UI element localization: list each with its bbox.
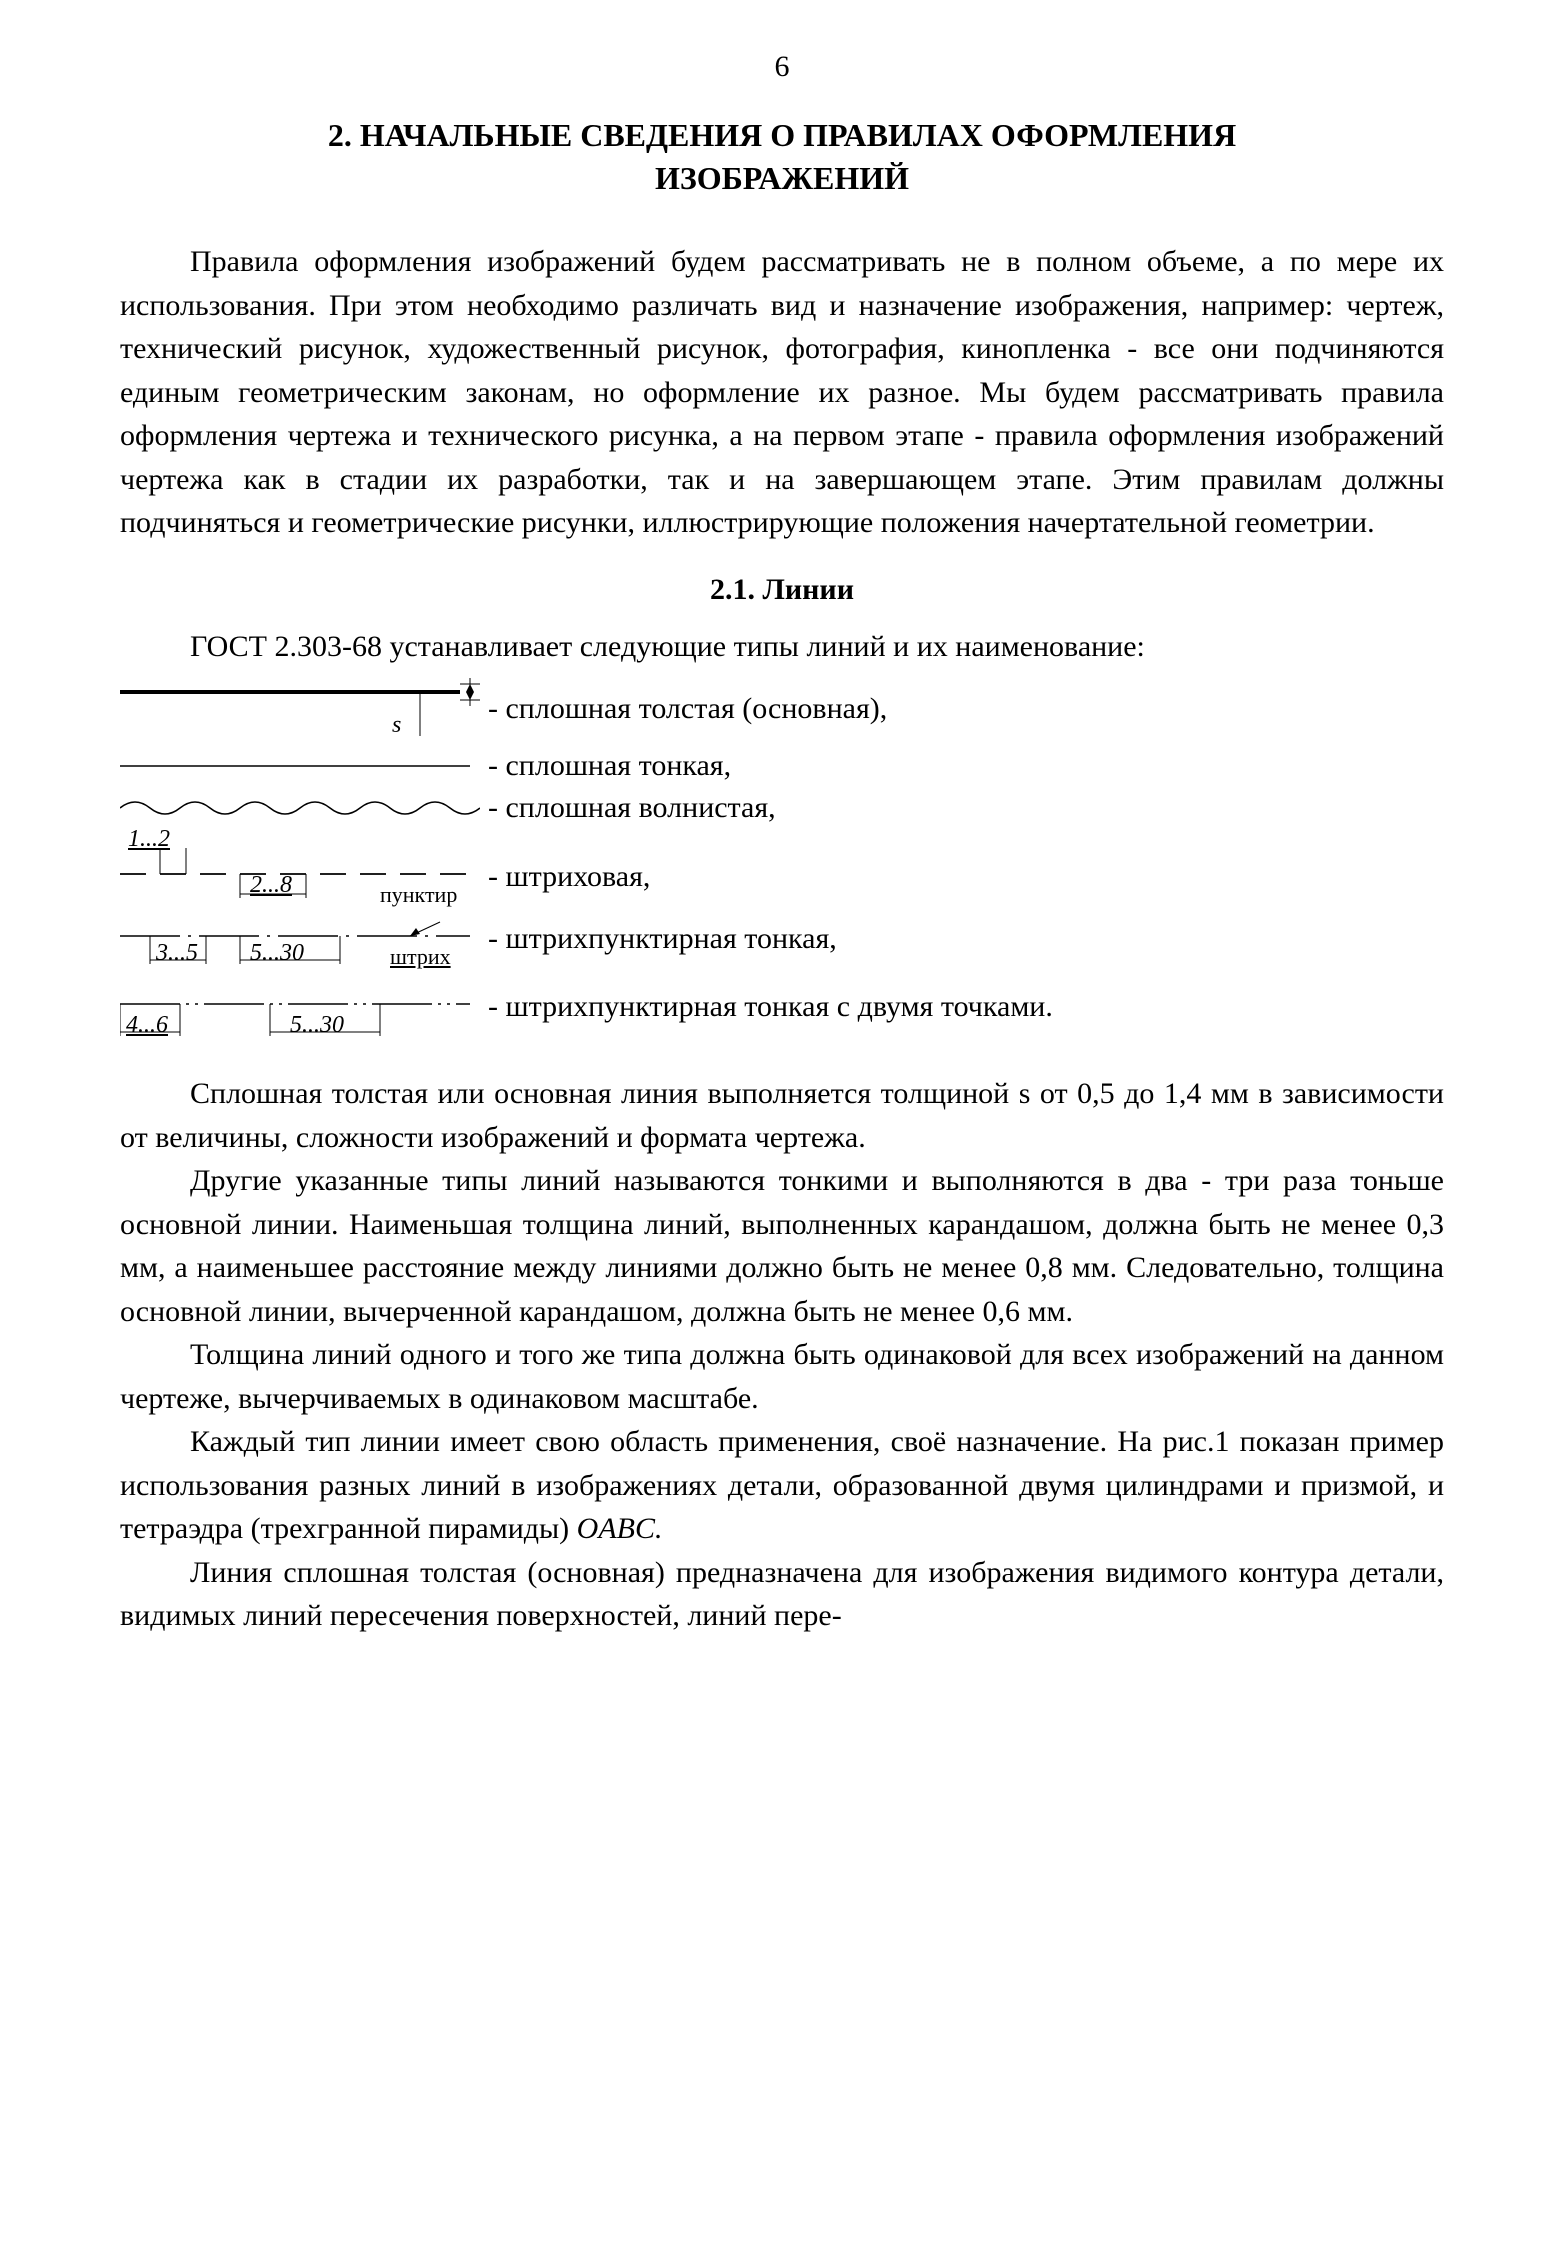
line-sample-thick-icon [120, 674, 480, 744]
page-number: 6 [120, 50, 1444, 84]
line-row-dash2dot: 4...6 5...30 - штрихпунктирная тонкая с … [120, 984, 1444, 1054]
line-sample-thin-icon [120, 746, 480, 786]
line-label-dashed: - штриховая, [480, 830, 650, 894]
dashdot-dim-1: 3...5 [156, 940, 198, 967]
dash2dot-dim-1: 4...6 [126, 1012, 168, 1039]
line-label-dashdot: - штрихпунктирная тонкая, [480, 912, 837, 956]
line-sample-wavy-icon [120, 788, 480, 828]
paragraph-6: Линия сплошная толстая (основная) предна… [120, 1551, 1444, 1638]
line-row-wavy: - сплошная волнистая, [120, 788, 1444, 828]
paragraph-5-oabc: OABC. [577, 1512, 663, 1545]
chapter-title-line-2: ИЗОБРАЖЕНИЙ [655, 160, 909, 196]
line-label-thin: - сплошная тонкая, [480, 749, 731, 783]
line-types-diagram: s - сплошная толстая (основная), - сплош… [120, 674, 1444, 1054]
paragraph-5-text: Каждый тип линии имеет свою область прим… [120, 1425, 1444, 1545]
dashdot-sub-label: штрих [390, 944, 451, 970]
document-page: 6 2. НАЧАЛЬНЫЕ СВЕДЕНИЯ О ПРАВИЛАХ ОФОРМ… [0, 0, 1564, 2263]
line-label-thick: - сплошная толстая (основная), [480, 692, 887, 726]
paragraph-1: Правила оформления изображений будем рас… [120, 240, 1444, 545]
line-row-thick: s - сплошная толстая (основная), [120, 674, 1444, 744]
dash2dot-dim-2: 5...30 [290, 1012, 344, 1039]
dashed-dim-2: 2...8 [250, 872, 292, 899]
chapter-title: 2. НАЧАЛЬНЫЕ СВЕДЕНИЯ О ПРАВИЛАХ ОФОРМЛЕ… [182, 114, 1382, 200]
paragraph-5: Каждый тип линии имеет свою область прим… [120, 1420, 1444, 1551]
dashdot-dim-2: 5...30 [250, 940, 304, 967]
s-annotation: s [392, 712, 401, 739]
section-title-2-1: 2.1. Линии [120, 573, 1444, 607]
chapter-title-line-1: 2. НАЧАЛЬНЫЕ СВЕДЕНИЯ О ПРАВИЛАХ ОФОРМЛЕ… [328, 117, 1236, 153]
line-label-dash2dot: - штрихпунктирная тонкая с двумя точками… [480, 984, 1053, 1024]
line-row-dashed: 1...2 2...8 пунктир - штриховая, [120, 830, 1444, 910]
paragraph-2: Сплошная толстая или основная линия выпо… [120, 1072, 1444, 1159]
line-row-dashdot: 3...5 5...30 штрих - штрихпунктирная тон… [120, 912, 1444, 982]
line-label-wavy: - сплошная волнистая, [480, 791, 776, 825]
dashed-sub-label: пунктир [380, 882, 457, 908]
gost-line: ГОСТ 2.303-68 устанавливает следующие ти… [120, 625, 1444, 669]
paragraph-4: Толщина линий одного и того же типа долж… [120, 1333, 1444, 1420]
line-row-thin: - сплошная тонкая, [120, 746, 1444, 786]
paragraph-3: Другие указанные типы линий называются т… [120, 1159, 1444, 1333]
